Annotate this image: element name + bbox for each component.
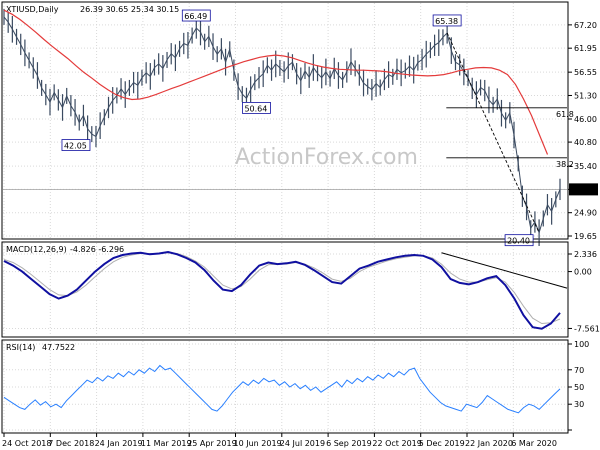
rsi-title: RSI(14) — [6, 343, 35, 352]
macd-trendline — [441, 252, 568, 289]
fib-diagonal-line — [446, 32, 540, 233]
x-tick-label: 6 Sep 2019 — [326, 439, 372, 448]
price-y-tick-label: 56.55 — [574, 68, 597, 77]
moving-average-line — [3, 9, 549, 155]
x-tick-label: 11 Mar 2019 — [141, 439, 192, 448]
rsi-y-tick-label: 30 — [574, 400, 584, 409]
x-tick-label: 10 Jun 2019 — [234, 439, 282, 448]
price-y-tick-label: 40.80 — [574, 138, 597, 147]
x-tick-label: 24 Oct 2018 — [2, 439, 51, 448]
macd-title: MACD(12,26,9) — [6, 245, 67, 254]
macd-y-axis: 2.336 0.00 -7.561 — [568, 250, 600, 333]
x-tick-label: 5 Dec 2019 — [419, 439, 465, 448]
x-tick-label: 25 Apr 2019 — [187, 439, 236, 448]
rsi-y-tick-label: 50 — [574, 383, 584, 392]
price-y-tick-label: 24.90 — [574, 209, 597, 218]
macd-panel-frame — [1, 241, 569, 338]
fib-level-label: 38.2 — [556, 160, 574, 169]
price-label-box — [181, 9, 211, 22]
watermark: ActionForex.com — [235, 145, 418, 170]
price-label: 66.49 — [184, 12, 207, 21]
current-price-box — [569, 183, 598, 196]
price-label: 42.05 — [64, 142, 87, 151]
price-label-box — [242, 102, 271, 114]
price-y-tick-label: 67.20 — [574, 21, 597, 30]
fib-level-label: 61.8 — [556, 110, 574, 119]
macd-y-tick-label: 2.336 — [574, 250, 597, 259]
price-y-tick-label: 19.65 — [574, 232, 597, 241]
macd-panel: MACD(12,26,9) -4.826 -6.296 2.336 0.00 -7.… — [1, 241, 600, 338]
price-grid — [3, 3, 567, 238]
macd-series-group — [3, 250, 568, 330]
price-y-tick-label: 51.30 — [574, 91, 597, 100]
price-line — [3, 16, 561, 235]
price-label-box — [504, 234, 534, 247]
price-label: 50.64 — [244, 104, 267, 113]
macd-line — [3, 250, 561, 330]
x-tick-label: 24 Jan 2019 — [95, 439, 143, 448]
price-label: 65.38 — [435, 17, 458, 26]
macd-values: -4.826 -6.296 — [70, 245, 124, 254]
rsi-series-group — [3, 364, 561, 414]
rsi-y-tick-label: 70 — [574, 366, 584, 375]
price-symbol: XTIUSD,Daily — [6, 5, 59, 14]
price-y-tick-label: 35.40 — [574, 162, 597, 171]
x-tick-label: 6 Mar 2020 — [511, 439, 557, 448]
price-y-tick-label: 46.00 — [574, 115, 597, 124]
x-tick-label: 22 Jan 2020 — [465, 439, 513, 448]
rsi-line — [3, 364, 561, 414]
macd-y-tick-label: 0.00 — [574, 268, 592, 277]
price-series-group — [3, 8, 561, 246]
price-label-box — [432, 14, 462, 27]
price-label-box — [61, 139, 91, 151]
x-tick-label: 7 Dec 2018 — [48, 439, 94, 448]
price-annotations: 66.49 42.05 50.64 65.38 20.40 61.8 38.2 — [61, 9, 574, 247]
price-ohlc: 26.39 30.65 25.34 30.15 — [80, 5, 179, 14]
rsi-y-tick-label: 100 — [574, 340, 589, 349]
price-panel-frame — [1, 1, 569, 240]
rsi-panel: RSI(14) 47.7522 100 70 50 30 — [1, 339, 589, 434]
price-label: 20.40 — [507, 237, 530, 246]
price-y-axis: 67.20 61.95 56.55 51.30 46.00 40.80 35.40 24.90… — [568, 21, 598, 241]
current-price-label: 30.15 — [572, 185, 595, 194]
rsi-value: 47.7522 — [42, 343, 75, 352]
rsi-y-axis: 100 70 50 30 — [568, 340, 589, 431]
price-y-tick-label: 61.95 — [574, 44, 597, 53]
x-tick-label: 24 Jul 2019 — [280, 439, 325, 448]
macd-y-tick-label: -7.561 — [574, 324, 600, 333]
x-tick-label: 22 Oct 2019 — [372, 439, 421, 448]
price-panel: ActionForex.com XTIUSD,Daily 26.39 30.65… — [1, 1, 598, 247]
